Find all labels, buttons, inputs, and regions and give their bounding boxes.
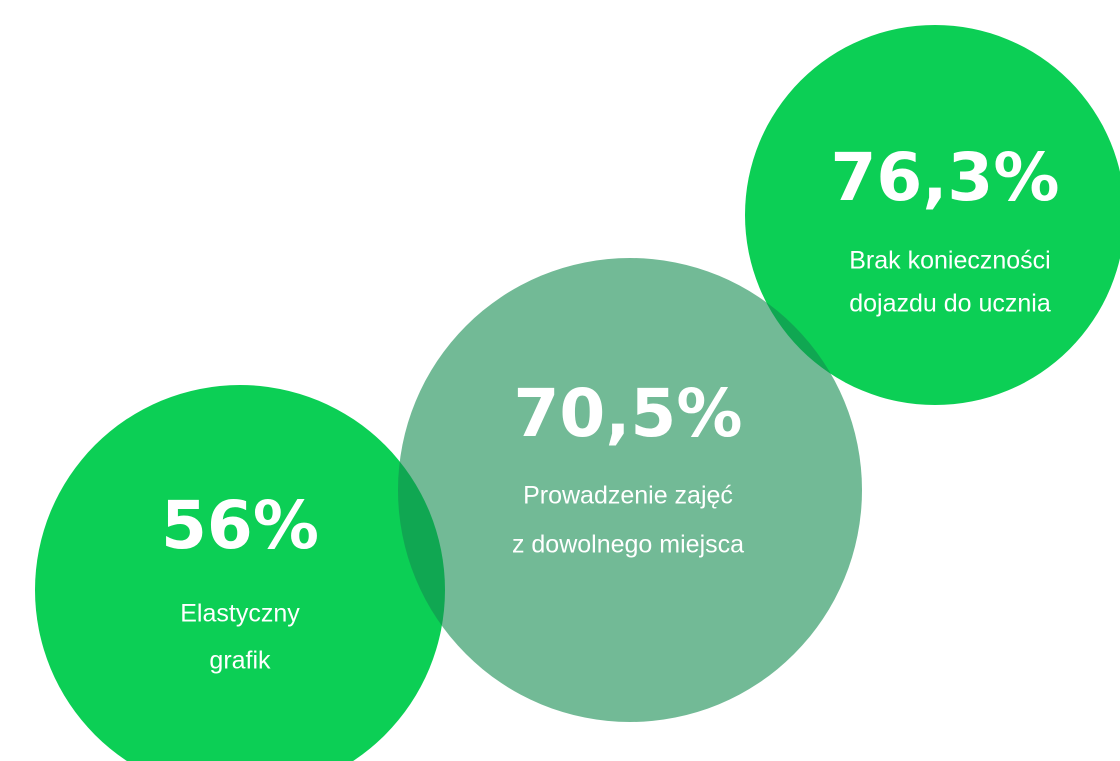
circle-no-commute — [745, 25, 1120, 405]
stat-label: Prowadzenie zajęć — [523, 482, 733, 510]
stat-value: 76,3% — [831, 139, 1060, 216]
stat-label: Brak konieczności — [849, 247, 1050, 275]
circle-flexible-schedule — [35, 385, 445, 761]
stat-label: Elastyczny — [180, 600, 300, 628]
stat-label: z dowolnego miejsca — [512, 531, 744, 559]
stat-label: grafik — [209, 647, 271, 675]
stat-value: 56% — [161, 487, 319, 564]
stat-label: dojazdu do ucznia — [849, 290, 1051, 318]
stat-value: 70,5% — [514, 375, 743, 452]
circle-anywhere — [398, 258, 862, 722]
